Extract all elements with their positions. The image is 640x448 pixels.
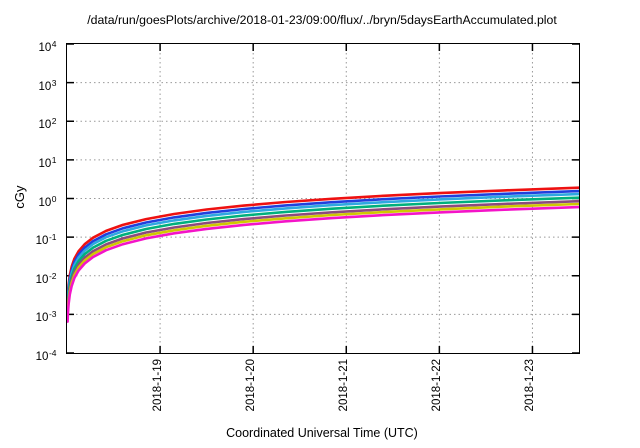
series-magenta-curve <box>67 205 579 323</box>
y-tick-label: 10-3 <box>35 309 57 325</box>
y-tick-label: 10-1 <box>35 232 57 247</box>
plot-area <box>66 43 580 354</box>
plot-canvas <box>67 44 579 353</box>
y-tick-label: 101 <box>38 154 57 170</box>
y-tick-label: 104 <box>38 39 57 54</box>
series-yellow-curve <box>67 202 579 320</box>
y-tick-label: 102 <box>38 116 57 132</box>
y-tick-label: 10-4 <box>35 348 57 363</box>
x-tick-label: 2018-1-19 <box>152 359 165 412</box>
chart-title: /data/run/goesPlots/archive/2018-01-23/0… <box>87 13 557 27</box>
y-tick-label: 103 <box>38 77 57 93</box>
x-tick-label: 2018-1-20 <box>245 359 258 412</box>
series-cyan-curve <box>67 192 579 310</box>
x-tick-label: 2018-1-22 <box>431 359 444 412</box>
x-tick-label: 2018-1-21 <box>338 359 351 412</box>
y-tick-label: 100 <box>38 193 57 209</box>
x-tick-label: 2018-1-23 <box>524 359 537 412</box>
y-tick-label: 10-2 <box>35 270 57 286</box>
x-axis-title: Coordinated Universal Time (UTC) <box>226 426 418 440</box>
